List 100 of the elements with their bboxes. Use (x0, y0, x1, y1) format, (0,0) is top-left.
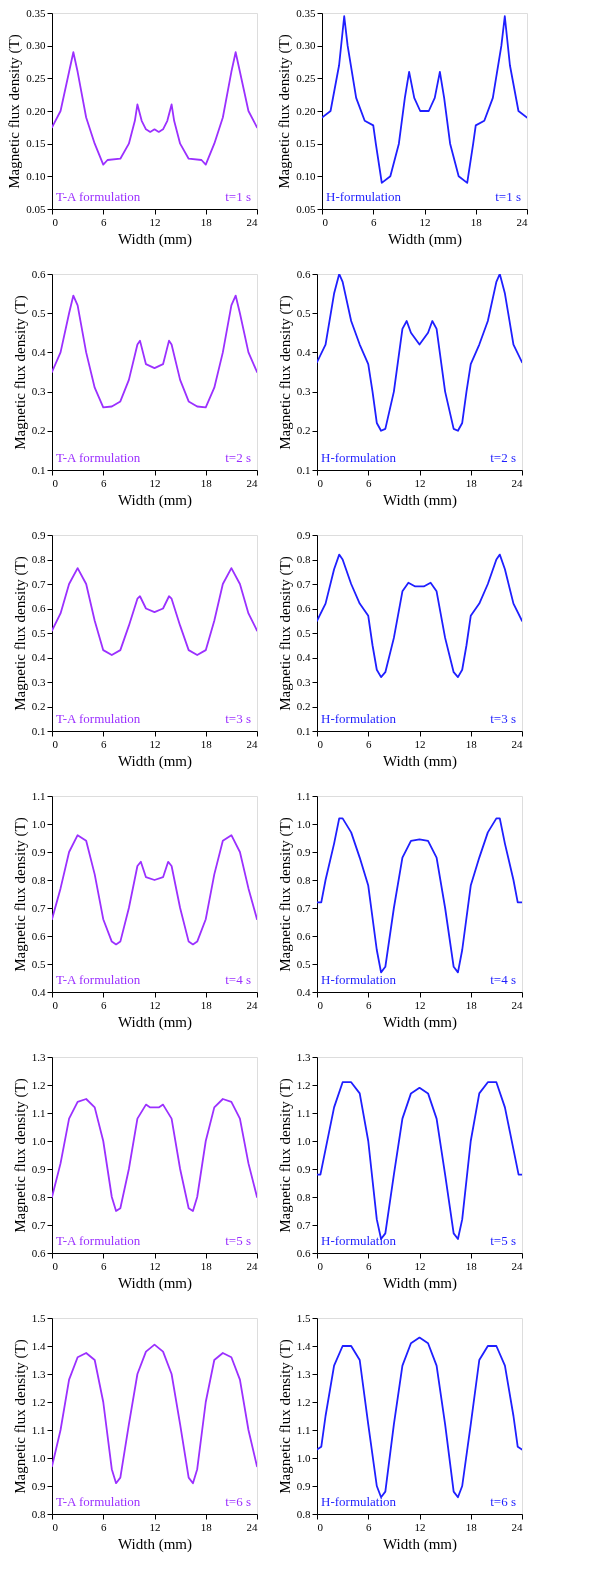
y-tick-label: 0.20 (26, 104, 46, 117)
y-axis-title: Magnetic flux density (T) (276, 34, 294, 189)
y-tick-label: 0.7 (31, 901, 46, 914)
annotation: t=1 s (225, 189, 251, 204)
x-tick-label: 18 (200, 1520, 213, 1533)
y-tick-label: 0.05 (26, 202, 46, 215)
annotation: t=5 s (225, 1233, 251, 1248)
annotation: H-formulation (321, 711, 397, 726)
line-series (317, 817, 522, 974)
x-tick-label: 12 (414, 476, 426, 489)
x-tick-label: 12 (414, 998, 426, 1011)
x-tick-label: 18 (200, 998, 213, 1011)
y-tick-label: 0.9 (296, 845, 311, 858)
y-tick-label: 0.25 (296, 71, 316, 84)
x-tick-label: 24 (511, 737, 523, 750)
y-tick-label: 1.0 (31, 1451, 46, 1464)
x-tick-label: 0 (52, 998, 59, 1011)
y-tick-label: 0.1 (296, 463, 311, 476)
annotation: T-A formulation (56, 450, 141, 465)
annotation: T-A formulation (56, 189, 141, 204)
y-tick-label: 1.4 (31, 1339, 46, 1352)
line-series (322, 15, 527, 184)
y-tick-label: 0.7 (31, 577, 46, 590)
annotation: t=4 s (225, 972, 251, 987)
y-tick-label: 0.35 (296, 6, 316, 19)
y-tick-label: 0.20 (296, 104, 316, 117)
annotation: t=6 s (225, 1494, 251, 1509)
y-tick-label: 0.2 (296, 424, 311, 437)
x-tick-label: 24 (246, 998, 258, 1011)
x-tick-label: 24 (516, 215, 528, 228)
y-tick-label: 1.2 (296, 1078, 311, 1091)
x-tick-label: 24 (511, 998, 523, 1011)
x-tick-label: 0 (52, 215, 59, 228)
x-tick-label: 12 (414, 737, 426, 750)
x-tick-label: 18 (465, 1520, 478, 1533)
x-tick-label: 6 (366, 737, 372, 750)
y-tick-label: 0.4 (31, 345, 46, 358)
x-tick-label: 24 (246, 476, 258, 489)
y-tick-label: 1.2 (31, 1078, 46, 1091)
x-tick-label: 12 (149, 998, 161, 1011)
y-tick-label: 0.4 (296, 985, 311, 998)
x-tick-label: 24 (246, 737, 258, 750)
x-tick-label: 18 (465, 476, 478, 489)
y-tick-label: 1.3 (296, 1367, 311, 1380)
line-series (317, 274, 522, 432)
annotation: T-A formulation (56, 1494, 141, 1509)
y-tick-label: 0.6 (31, 1246, 46, 1259)
x-axis-title: Width (mm) (388, 230, 462, 248)
x-tick-label: 12 (149, 1259, 161, 1272)
y-tick-label: 0.6 (31, 602, 46, 614)
x-tick-label: 18 (465, 737, 478, 750)
y-tick-label: 1.0 (31, 1134, 46, 1147)
y-tick-label: 0.8 (296, 553, 311, 565)
y-tick-label: 1.1 (31, 1423, 46, 1436)
x-tick-label: 6 (101, 998, 107, 1011)
y-axis-title: Magnetic flux density (T) (11, 295, 29, 450)
annotation: H-formulation (321, 450, 397, 465)
y-tick-label: 0.8 (296, 1507, 311, 1520)
y-tick-label: 0.1 (296, 724, 311, 737)
x-tick-label: 6 (101, 1520, 107, 1533)
y-axis-title: Magnetic flux density (T) (11, 1078, 29, 1233)
y-tick-label: 0.10 (296, 169, 316, 182)
x-axis-title: Width (mm) (118, 230, 192, 248)
y-tick-label: 1.2 (296, 1395, 311, 1408)
annotation: t=2 s (225, 450, 251, 465)
x-tick-label: 6 (371, 215, 377, 228)
y-tick-label: 0.35 (26, 6, 46, 19)
x-tick-label: 0 (317, 1520, 324, 1533)
x-tick-label: 0 (52, 737, 59, 750)
y-axis-title: Magnetic flux density (T) (276, 817, 294, 972)
x-axis-title: Width (mm) (383, 491, 457, 509)
y-tick-label: 0.4 (31, 985, 46, 998)
line-series (52, 834, 257, 946)
y-tick-label: 1.1 (296, 1423, 311, 1436)
x-axis-title: Width (mm) (118, 1274, 192, 1292)
annotation: t=4 s (490, 972, 516, 987)
y-axis-title: Magnetic flux density (T) (11, 556, 29, 711)
y-tick-label: 0.3 (31, 385, 46, 398)
y-tick-label: 0.6 (296, 929, 311, 942)
x-tick-label: 24 (511, 1520, 523, 1533)
x-tick-label: 6 (101, 215, 107, 228)
x-axis-title: Width (mm) (383, 752, 457, 770)
y-tick-label: 0.8 (296, 1190, 311, 1203)
y-tick-label: 0.9 (31, 1162, 46, 1175)
annotation: t=1 s (495, 189, 521, 204)
y-tick-label: 1.1 (296, 789, 311, 802)
y-axis-title: Magnetic flux density (T) (6, 34, 24, 189)
x-tick-label: 6 (366, 1259, 372, 1272)
x-tick-label: 18 (465, 1259, 478, 1272)
annotation: H-formulation (321, 1233, 397, 1248)
y-tick-label: 0.5 (31, 306, 46, 319)
y-tick-label: 0.3 (296, 675, 311, 688)
x-tick-label: 12 (414, 1259, 426, 1272)
y-tick-label: 0.8 (31, 873, 46, 886)
y-tick-label: 0.05 (296, 202, 316, 215)
x-tick-label: 0 (52, 476, 59, 489)
y-tick-label: 0.5 (31, 626, 46, 639)
annotation: t=3 s (225, 711, 251, 726)
y-axis-title: Magnetic flux density (T) (276, 1339, 294, 1494)
x-tick-label: 0 (52, 1259, 59, 1272)
